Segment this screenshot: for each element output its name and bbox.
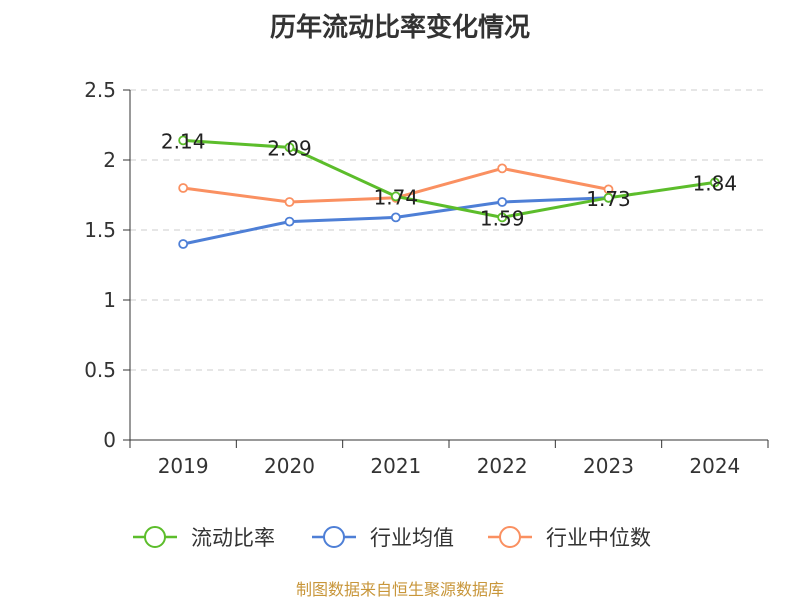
legend-label: 流动比率 — [191, 526, 275, 550]
x-tick-label: 2023 — [583, 454, 634, 478]
y-tick-label: 1 — [103, 288, 116, 312]
data-labels: 2.14 2.09 1.74 1.59 1.73 1.84 — [161, 129, 737, 230]
data-label: 2.09 — [267, 136, 312, 160]
data-point — [497, 212, 508, 223]
data-point — [603, 192, 614, 203]
data-label: 1.73 — [586, 187, 631, 211]
y-axis-ticks: 0 0.5 1 1.5 2 2.5 — [84, 78, 130, 452]
legend-label: 行业均值 — [370, 526, 454, 550]
legend-marker — [499, 526, 521, 548]
x-tick-label: 2019 — [158, 454, 209, 478]
data-point — [178, 183, 189, 193]
series-line-0 — [183, 138, 716, 219]
data-label: 1.59 — [480, 206, 525, 230]
y-tick-label: 0 — [103, 428, 116, 452]
source-note: 制图数据来自恒生聚源数据库 — [296, 580, 504, 599]
y-tick-label: 2 — [103, 148, 116, 172]
legend-label: 行业中位数 — [546, 526, 651, 550]
x-tick-label: 2020 — [264, 454, 315, 478]
legend-item[interactable]: 行业中位数 — [488, 526, 651, 550]
legend-item[interactable]: 行业均值 — [312, 526, 454, 550]
series-points — [178, 135, 720, 249]
data-point — [390, 191, 401, 202]
y-tick-label: 2.5 — [84, 78, 116, 102]
x-tick-label: 2022 — [477, 454, 528, 478]
legend-marker — [144, 526, 166, 548]
data-label: 1.84 — [693, 171, 738, 195]
legend-item[interactable]: 流动比率 — [133, 526, 275, 550]
data-label: 2.14 — [161, 129, 206, 153]
data-point — [284, 197, 295, 207]
data-point — [284, 142, 295, 153]
data-point — [284, 216, 295, 227]
series-lines — [182, 138, 716, 246]
x-axis-ticks: 2019 2020 2021 2022 2023 2024 — [129, 440, 769, 478]
y-tick-label: 1.5 — [84, 218, 116, 242]
legend-marker — [323, 526, 345, 548]
data-point — [390, 212, 401, 223]
legend: 流动比率 行业均值 行业中位数 — [133, 526, 651, 550]
data-point — [497, 163, 508, 174]
data-label: 1.74 — [374, 185, 419, 209]
grid-lines — [130, 89, 768, 371]
data-point — [178, 135, 189, 146]
x-tick-label: 2021 — [370, 454, 421, 478]
y-tick-label: 0.5 — [84, 358, 116, 382]
chart-title: 历年流动比率变化情况 — [270, 12, 530, 43]
data-point — [709, 177, 720, 188]
data-point — [497, 197, 508, 207]
x-tick-label: 2024 — [689, 454, 740, 478]
data-point — [178, 239, 189, 249]
